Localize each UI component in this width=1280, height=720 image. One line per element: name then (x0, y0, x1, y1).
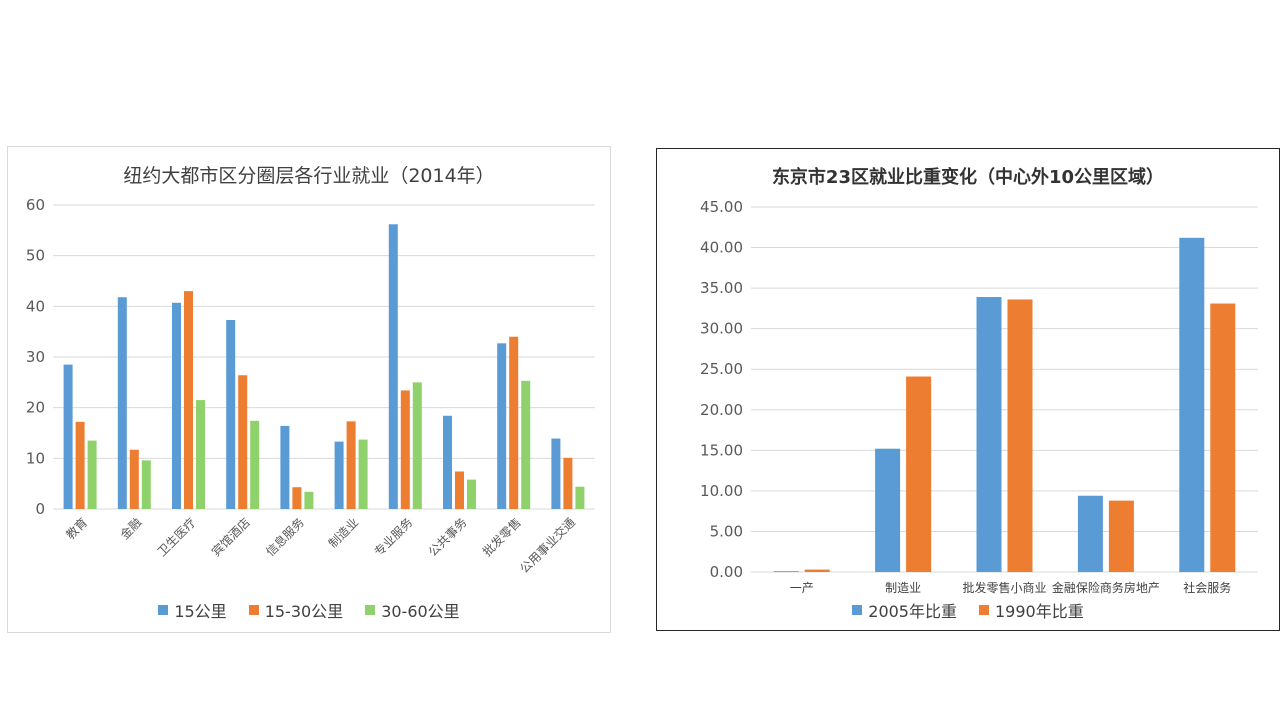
y-tick-label: 10.00 (700, 482, 743, 500)
y-tick-label: 35.00 (700, 279, 743, 297)
legend-label-2005: 2005年比重 (868, 602, 957, 621)
x-category-label: 信息服务 (262, 515, 307, 560)
bar (563, 457, 573, 509)
bar (804, 569, 830, 572)
x-category-label: 专业服务 (371, 515, 416, 560)
y-tick-label: 40 (26, 297, 45, 315)
bar (521, 380, 531, 509)
legend-label-30-60km: 30-60公里 (381, 602, 460, 621)
bar (875, 448, 901, 572)
bar (976, 297, 1002, 572)
ny-chart-legend: 15公里 15-30公里 30-60公里 (8, 598, 610, 622)
x-category-label: 宾馆酒店 (208, 515, 253, 560)
y-tick-label: 5.00 (710, 522, 743, 540)
bar (455, 471, 464, 509)
legend-item-30-60km: 30-60公里 (365, 598, 460, 622)
legend-item-1990: 1990年比重 (979, 598, 1084, 622)
x-category-label: 制造业 (326, 515, 361, 550)
x-category-label: 一产 (790, 581, 814, 595)
legend-swatch-30-60km (365, 605, 376, 615)
bar (1210, 303, 1236, 572)
x-category-label: 公共事务 (425, 515, 470, 560)
y-tick-label: 45.00 (700, 198, 743, 216)
bar (467, 479, 476, 509)
ny-chart-plot: 0 10 20 30 40 50 60 教育 金融 卫生医疗 宾馆酒店 信息服务 制造业 专业服务 公共事务… (26, 196, 595, 577)
legend-item-2005: 2005年比重 (852, 598, 957, 622)
bar (87, 440, 97, 509)
bar (551, 438, 561, 509)
bar (292, 487, 302, 509)
bar (1108, 500, 1134, 572)
tokyo-chart-title: 东京市23区就业比重变化（中心外10公里区域） (771, 167, 1165, 188)
y-tick-label: 10 (26, 449, 45, 467)
bar (497, 343, 507, 509)
bar (575, 486, 585, 509)
bar (509, 336, 519, 509)
legend-label-15km: 15公里 (174, 602, 227, 621)
x-category-label: 公用事业交通 (516, 515, 578, 577)
x-category-label: 批发零售 (479, 515, 524, 560)
y-tick-label: 60 (26, 196, 45, 214)
y-tick-label: 40.00 (700, 239, 743, 257)
bar (906, 376, 932, 572)
bar (280, 425, 290, 509)
y-tick-label: 0.00 (710, 563, 743, 581)
y-tick-label: 0 (35, 500, 45, 518)
x-category-label: 卫生医疗 (155, 515, 199, 559)
legend-item-15-30km: 15-30公里 (248, 598, 344, 622)
bar (238, 375, 248, 509)
y-tick-label: 50 (26, 247, 45, 265)
bar (75, 421, 85, 509)
bar (129, 449, 139, 509)
bar (443, 415, 452, 509)
y-tick-label: 25.00 (700, 360, 743, 378)
ny-chart-panel: 纽约大都市区分圈层各行业就业（2014年） 0 10 20 30 40 50 60 教育 金融卫… (7, 146, 611, 633)
bar (334, 441, 344, 509)
legend-label-15-30km: 15-30公里 (264, 602, 344, 621)
bar (358, 439, 368, 509)
bar (412, 382, 422, 509)
bar (226, 320, 236, 509)
tokyo-chart-panel: 东京市23区就业比重变化（中心外10公里区域） 0.00 5.00 10.00 15.… (656, 148, 1280, 631)
bar (63, 364, 73, 509)
y-tick-label: 30 (26, 348, 45, 366)
tokyo-chart-plot: 0.00 5.00 10.00 15.00 20.00 25.00 30.00 35.00 40… (700, 198, 1258, 595)
y-tick-label: 30.00 (700, 320, 743, 338)
ny-chart-title: 纽约大都市区分圈层各行业就业（2014年） (123, 165, 495, 187)
bar (184, 291, 193, 509)
y-tick-label: 20 (26, 399, 45, 417)
legend-swatch-2005 (852, 605, 863, 615)
bar (773, 571, 799, 572)
tokyo-chart-legend: 2005年比重 1990年比重 (657, 598, 1279, 622)
bar (304, 491, 314, 509)
legend-item-15km: 15公里 (158, 598, 227, 622)
bar (141, 460, 151, 509)
y-tick-label: 20.00 (700, 401, 743, 419)
bar (117, 297, 127, 509)
bar (250, 420, 260, 509)
bar (172, 302, 181, 509)
legend-swatch-15km (158, 605, 169, 615)
bar (346, 421, 356, 509)
x-category-label: 批发零售小商业 (962, 580, 1046, 595)
legend-swatch-15-30km (248, 605, 259, 615)
bar (388, 224, 398, 509)
x-category-label: 教育 (63, 515, 91, 543)
legend-swatch-1990 (979, 605, 989, 615)
bar (196, 400, 205, 509)
legend-label-1990: 1990年比重 (995, 602, 1084, 621)
bar (1007, 299, 1033, 572)
bar (1179, 237, 1205, 573)
bar (1077, 495, 1103, 572)
bar (400, 390, 410, 509)
x-category-label: 金融 (117, 515, 145, 543)
x-category-label: 金融保险商务房地产 (1052, 580, 1160, 595)
x-category-label: 社会服务 (1183, 580, 1231, 595)
y-tick-label: 15.00 (700, 441, 743, 459)
x-category-label: 制造业 (885, 581, 921, 595)
